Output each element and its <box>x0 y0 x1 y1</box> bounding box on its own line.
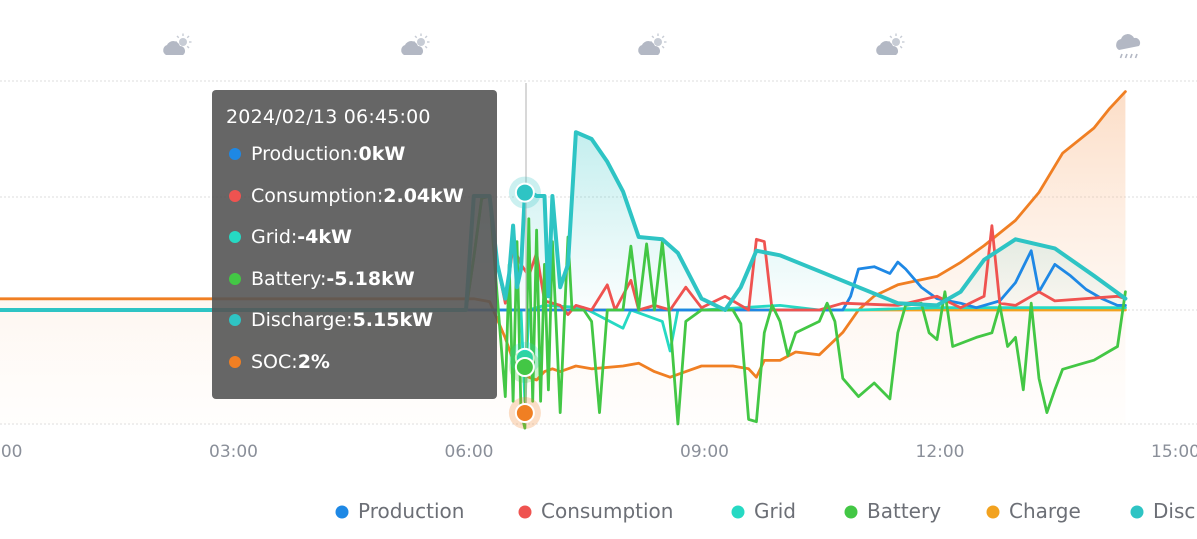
tooltip-label: Grid: <box>251 226 298 249</box>
tooltip-dot <box>229 355 241 368</box>
series-lines <box>0 90 1128 430</box>
tooltip-value: 5.15kW <box>352 309 434 332</box>
x-tick-label: 15:00 <box>1151 442 1197 462</box>
tooltip-dot <box>229 189 241 202</box>
tooltip-label: Discharge: <box>251 309 353 332</box>
legend-item-charge[interactable]: Charge <box>986 499 1081 523</box>
tooltip-label: Production: <box>251 143 359 165</box>
legend-label: Grid <box>754 499 796 523</box>
legend-item-consumption[interactable]: Consumption <box>518 499 674 523</box>
legend-label: Charge <box>1009 499 1081 523</box>
x-tick-label: 12:00 <box>916 442 965 462</box>
discharge-area <box>0 132 1126 310</box>
legend-dot <box>1130 505 1144 519</box>
series-line-discharge <box>0 130 1128 312</box>
tooltip-label: SOC: <box>251 350 298 373</box>
tooltip-row: Production: 0kW <box>226 143 497 185</box>
series-line-production <box>0 249 1127 312</box>
series-line-battery <box>0 194 1127 430</box>
tooltip-row: Grid: -4kW <box>226 226 497 268</box>
legend-item-battery[interactable]: Battery <box>844 499 942 523</box>
marker-discharge <box>514 182 535 203</box>
partly-cloudy-icon <box>638 33 667 55</box>
legend-dot <box>731 505 745 519</box>
legend-dot <box>844 505 858 519</box>
tooltip: 2024/02/13 06:45:00 Production: 0kW Consum… <box>212 90 497 399</box>
tooltip-value: -5.18kW <box>326 267 415 290</box>
tooltip-value: 2.04kW <box>383 184 464 207</box>
legend-dot <box>986 505 1000 519</box>
tooltip-row: Discharge: 5.15kW <box>226 309 497 351</box>
x-tick-label: 06:00 <box>445 442 494 462</box>
marker-soc <box>514 403 535 423</box>
tooltip-value: 0kW <box>358 143 406 165</box>
tooltip-value: -4kW <box>297 226 352 249</box>
tooltip-dot <box>229 231 241 244</box>
tooltip-value: 2% <box>297 350 330 373</box>
legend-item-grid[interactable]: Grid <box>731 499 796 523</box>
legend-item-production[interactable]: Production <box>335 499 465 523</box>
tooltip-dot <box>229 314 241 327</box>
x-tick-label: 03:00 <box>209 442 258 462</box>
x-tick-label: 00:00 <box>0 442 23 462</box>
legend-label: Disc <box>1153 499 1195 523</box>
legend-dot <box>518 505 532 519</box>
marker-battery <box>514 357 535 377</box>
tooltip-markers <box>508 176 541 429</box>
legend-label: Consumption <box>541 499 673 523</box>
partly-cloudy-icon <box>163 33 192 55</box>
partly-cloudy-icon <box>401 33 430 55</box>
tooltip-row: Battery: -5.18kW <box>226 268 497 310</box>
weather-icons <box>163 33 1141 59</box>
legend[interactable]: Production Consumption Grid Battery Charge Di… <box>335 499 1196 523</box>
tooltip-time: 2024/02/13 06:45:00 <box>226 106 431 128</box>
tooltip-dot <box>229 272 241 285</box>
legend-label: Battery <box>867 499 941 523</box>
partly-cloudy-icon <box>876 33 905 55</box>
x-axis: 00:00 03:00 06:00 09:00 12:00 15:00 <box>0 442 1197 462</box>
tooltip-label: Consumption: <box>251 184 384 207</box>
tooltip-dot <box>229 148 241 160</box>
x-tick-label: 09:00 <box>680 442 729 462</box>
legend-dot <box>335 505 349 519</box>
tooltip-label: Battery: <box>251 267 327 290</box>
tooltip-row: Consumption: 2.04kW <box>226 185 497 227</box>
legend-item-disc[interactable]: Disc <box>1130 499 1196 523</box>
rain-icon <box>1116 34 1141 59</box>
legend-label: Production <box>358 499 464 523</box>
tooltip-row: SOC: 2% <box>226 351 497 393</box>
